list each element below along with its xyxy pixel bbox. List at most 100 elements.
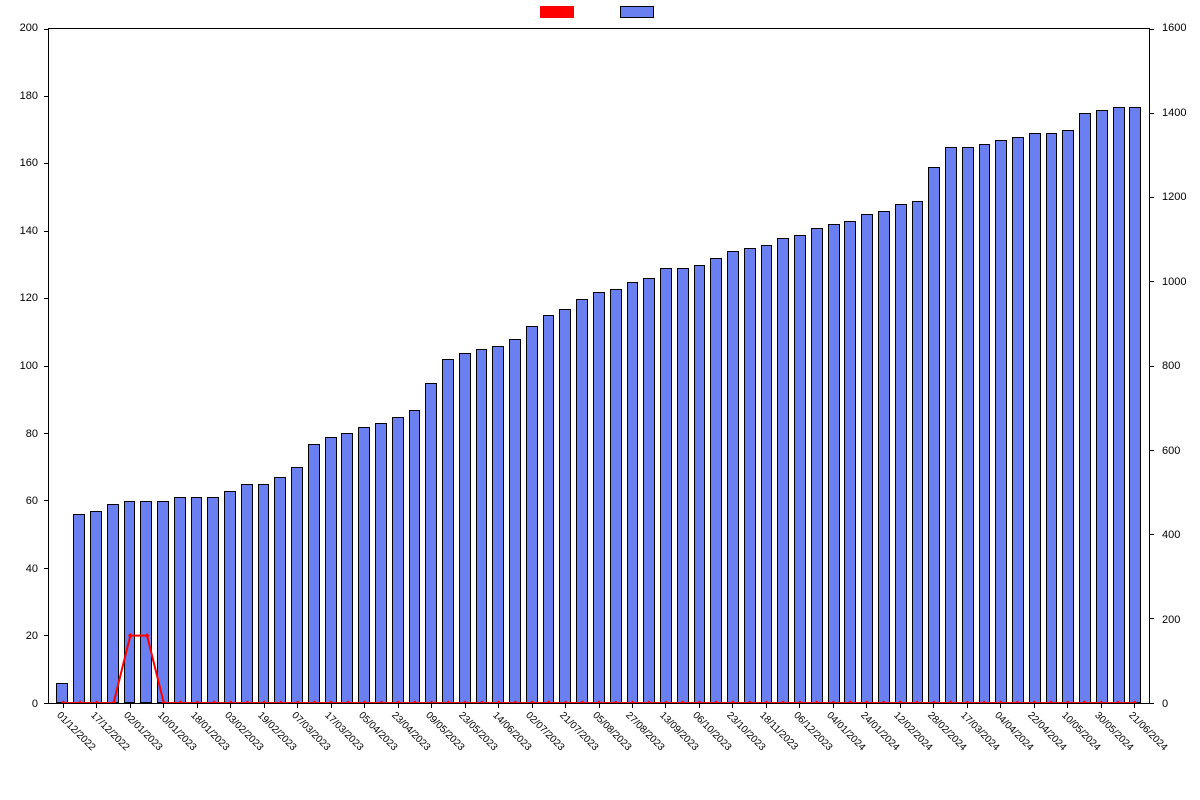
y-right-tick: 800 bbox=[1162, 360, 1200, 372]
bar bbox=[861, 214, 873, 703]
legend bbox=[0, 6, 1200, 18]
bar bbox=[559, 309, 571, 703]
bar-slot bbox=[441, 29, 456, 703]
bar bbox=[392, 417, 404, 703]
bar bbox=[543, 315, 555, 703]
bar bbox=[492, 346, 504, 703]
bar bbox=[962, 147, 974, 703]
bar bbox=[844, 221, 856, 703]
bar bbox=[107, 504, 119, 703]
bar bbox=[341, 433, 353, 703]
bar-slot bbox=[625, 29, 640, 703]
bar-slot bbox=[776, 29, 791, 703]
bar-slot bbox=[223, 29, 238, 703]
bar bbox=[509, 339, 521, 703]
bar-slot bbox=[524, 29, 539, 703]
bar-slot bbox=[323, 29, 338, 703]
y-left-tick: 160 bbox=[0, 157, 38, 169]
bar bbox=[140, 501, 152, 703]
bar bbox=[895, 204, 907, 703]
bar-slot bbox=[843, 29, 858, 703]
y-right-tick: 600 bbox=[1162, 445, 1200, 457]
bar bbox=[660, 268, 672, 703]
bar-slot bbox=[206, 29, 221, 703]
bar-slot bbox=[726, 29, 741, 703]
bar-slot bbox=[1078, 29, 1093, 703]
y-left-tick: 180 bbox=[0, 90, 38, 102]
bar bbox=[744, 248, 756, 703]
legend-swatch-red bbox=[540, 6, 574, 18]
bar-slot bbox=[1061, 29, 1076, 703]
bar-slot bbox=[424, 29, 439, 703]
bar-slot bbox=[374, 29, 389, 703]
bar-slot bbox=[692, 29, 707, 703]
bar bbox=[459, 353, 471, 703]
bar-slot bbox=[809, 29, 824, 703]
bar bbox=[1029, 133, 1041, 703]
bar-slot bbox=[55, 29, 70, 703]
bar-slot bbox=[642, 29, 657, 703]
bar bbox=[878, 211, 890, 703]
bar bbox=[1096, 110, 1108, 703]
bar bbox=[761, 245, 773, 703]
bar-slot bbox=[256, 29, 271, 703]
bar-slot bbox=[1011, 29, 1026, 703]
y-left-tick: 100 bbox=[0, 360, 38, 372]
bar-slot bbox=[273, 29, 288, 703]
bar-slot bbox=[826, 29, 841, 703]
bar bbox=[174, 497, 186, 703]
bar-slot bbox=[290, 29, 305, 703]
bar bbox=[476, 349, 488, 703]
bar bbox=[811, 228, 823, 703]
y-axis-right: 02004006008001000120014001600 bbox=[1156, 28, 1200, 704]
bar-slot bbox=[474, 29, 489, 703]
bar bbox=[425, 383, 437, 703]
bar-slot bbox=[72, 29, 87, 703]
bar-slot bbox=[172, 29, 187, 703]
bar bbox=[979, 144, 991, 703]
bar bbox=[1113, 107, 1125, 703]
y-axis-left: 020406080100120140160180200 bbox=[0, 28, 44, 704]
bar bbox=[610, 289, 622, 704]
bar-slot bbox=[759, 29, 774, 703]
bar-slot bbox=[927, 29, 942, 703]
y-right-tick: 0 bbox=[1162, 698, 1200, 710]
y-left-tick: 120 bbox=[0, 292, 38, 304]
bar bbox=[90, 511, 102, 703]
bar bbox=[124, 501, 136, 703]
bar-slot bbox=[89, 29, 104, 703]
y-left-tick: 20 bbox=[0, 630, 38, 642]
y-left-tick: 140 bbox=[0, 225, 38, 237]
bar-slot bbox=[508, 29, 523, 703]
bar bbox=[710, 258, 722, 703]
y-left-tick: 80 bbox=[0, 428, 38, 440]
bar-slot bbox=[340, 29, 355, 703]
bar-slot bbox=[407, 29, 422, 703]
bar bbox=[727, 251, 739, 703]
bar-slot bbox=[1027, 29, 1042, 703]
bar-slot bbox=[390, 29, 405, 703]
bar bbox=[442, 359, 454, 703]
bar-slot bbox=[1044, 29, 1059, 703]
y-left-tick: 40 bbox=[0, 563, 38, 575]
bar-slot bbox=[306, 29, 321, 703]
bar bbox=[643, 278, 655, 703]
bar-slot bbox=[860, 29, 875, 703]
legend-item-line bbox=[540, 6, 580, 18]
bar-slot bbox=[877, 29, 892, 703]
plot-area bbox=[48, 28, 1150, 704]
bar-slot bbox=[659, 29, 674, 703]
bar-slot bbox=[239, 29, 254, 703]
bar-slot bbox=[994, 29, 1009, 703]
bar bbox=[291, 467, 303, 703]
bar bbox=[409, 410, 421, 703]
bar bbox=[191, 497, 203, 703]
bar bbox=[241, 484, 253, 703]
bar-slot bbox=[742, 29, 757, 703]
x-axis: 01/12/202217/12/202202/01/202310/01/2023… bbox=[48, 704, 1150, 800]
bar bbox=[207, 497, 219, 703]
bar-slot bbox=[156, 29, 171, 703]
y-right-tick: 400 bbox=[1162, 529, 1200, 541]
bar bbox=[1012, 137, 1024, 703]
bar-slot bbox=[575, 29, 590, 703]
